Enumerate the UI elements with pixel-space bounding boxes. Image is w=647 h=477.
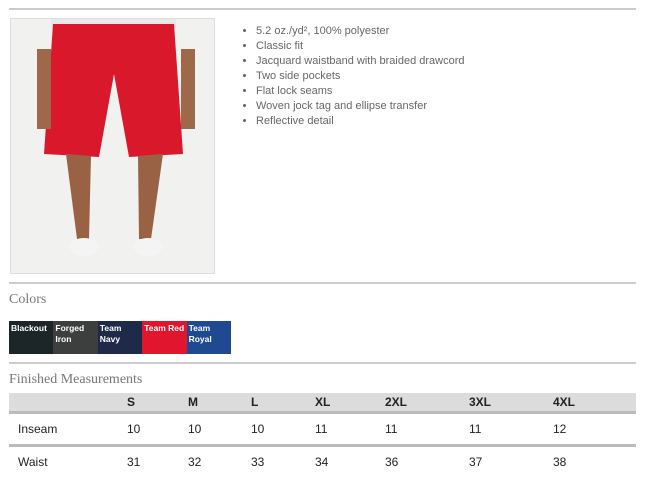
cell: 10 (188, 413, 251, 446)
cell: 38 (553, 446, 636, 477)
swatch-team-red[interactable]: Team Red (142, 321, 186, 354)
row-label: Waist (9, 446, 127, 477)
header-cell: 2XL (385, 393, 469, 413)
header-cell (9, 393, 127, 413)
feature-item: 5.2 oz./yd², 100% polyester (256, 24, 465, 39)
swatch-team-navy[interactable]: Team Navy (98, 321, 142, 354)
feature-item: Woven jock tag and ellipse transfer (256, 99, 465, 114)
row-label: Inseam (9, 413, 127, 446)
table-row: Inseam 10 10 10 11 11 11 12 (9, 413, 636, 446)
header-cell: M (188, 393, 251, 413)
feature-list: 5.2 oz./yd², 100% polyester Classic fit … (244, 24, 465, 129)
feature-item: Classic fit (256, 39, 465, 54)
cell: 12 (553, 413, 636, 446)
swatch-team-royal[interactable]: Team Royal (187, 321, 231, 354)
header-cell: 4XL (553, 393, 636, 413)
table-header-row: S M L XL 2XL 3XL 4XL (9, 393, 636, 413)
swatch-forged-iron[interactable]: Forged Iron (53, 321, 97, 354)
measurements-title: Finished Measurements (9, 372, 142, 388)
header-cell: S (127, 393, 188, 413)
feature-item: Two side pockets (256, 69, 465, 84)
cell: 31 (127, 446, 188, 477)
cell: 32 (188, 446, 251, 477)
cell: 11 (385, 413, 469, 446)
header-cell: XL (315, 393, 385, 413)
swatch-blackout[interactable]: Blackout (9, 321, 53, 354)
product-image (10, 18, 215, 274)
cell: 10 (127, 413, 188, 446)
divider (9, 8, 636, 10)
measurements-table: S M L XL 2XL 3XL 4XL Inseam 10 10 10 11 … (9, 393, 636, 477)
header-cell: 3XL (469, 393, 553, 413)
cell: 37 (469, 446, 553, 477)
feature-item: Jacquard waistband with braided drawcord (256, 54, 465, 69)
cell: 11 (469, 413, 553, 446)
table-row: Waist 31 32 33 34 36 37 38 (9, 446, 636, 477)
header-cell: L (251, 393, 315, 413)
feature-item: Reflective detail (256, 114, 465, 129)
cell: 10 (251, 413, 315, 446)
cell: 36 (385, 446, 469, 477)
cell: 34 (315, 446, 385, 477)
divider (9, 362, 636, 364)
cell: 11 (315, 413, 385, 446)
feature-item: Flat lock seams (256, 84, 465, 99)
cell: 33 (251, 446, 315, 477)
divider (9, 282, 636, 284)
colors-title: Colors (9, 292, 46, 308)
